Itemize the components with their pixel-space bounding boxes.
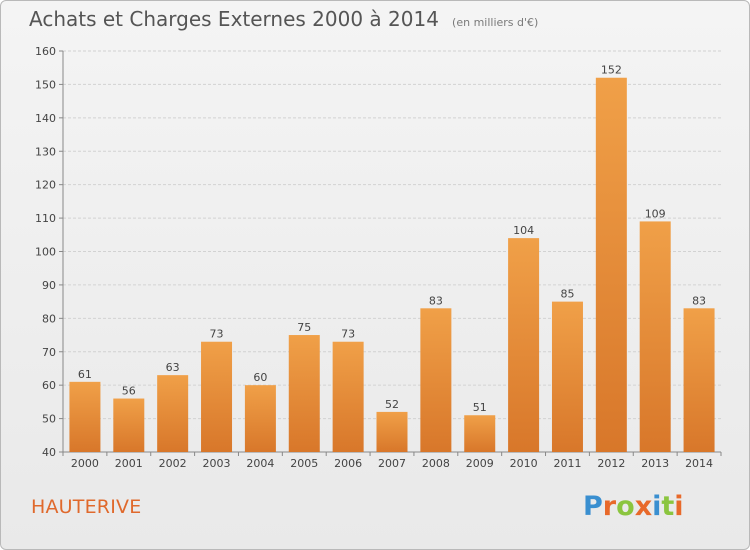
y-tick-label-150: 150 bbox=[35, 78, 56, 91]
x-tick-label-2002: 2002 bbox=[159, 457, 187, 470]
bar-2003 bbox=[201, 341, 233, 452]
data-label-2012: 152 bbox=[601, 64, 622, 77]
x-tick-label-2001: 2001 bbox=[115, 457, 143, 470]
logo-letter: P bbox=[583, 491, 603, 522]
x-tick-label-2009: 2009 bbox=[466, 457, 494, 470]
bar-2002 bbox=[157, 375, 189, 452]
x-tick-label-2006: 2006 bbox=[334, 457, 362, 470]
x-tick-label-2004: 2004 bbox=[246, 457, 274, 470]
y-tick-label-50: 50 bbox=[42, 413, 56, 426]
y-tick-label-90: 90 bbox=[42, 279, 56, 292]
y-tick-label-60: 60 bbox=[42, 379, 56, 392]
data-label-2005: 75 bbox=[297, 321, 311, 334]
x-tick-label-2014: 2014 bbox=[685, 457, 713, 470]
y-tick-label-140: 140 bbox=[35, 112, 56, 125]
x-tick-label-2012: 2012 bbox=[597, 457, 625, 470]
bar-chart: 40 50 60 70 80 90 100 110 120 130 140 150 160 2000 200… bbox=[35, 45, 722, 470]
y-tick-label-40: 40 bbox=[42, 446, 56, 459]
x-tick-label-2003: 2003 bbox=[203, 457, 231, 470]
data-label-2014: 83 bbox=[692, 294, 706, 307]
data-labels: 61 56 63 73 60 75 73 52 83 51 104 85 152 109 83 bbox=[78, 64, 706, 415]
logo-letter: o bbox=[616, 491, 635, 522]
x-tick-label-2011: 2011 bbox=[553, 457, 581, 470]
logo-letter: i bbox=[652, 491, 662, 522]
commune-name: HAUTERIVE bbox=[31, 496, 142, 518]
bar-2011 bbox=[551, 301, 583, 452]
bar-2000 bbox=[69, 381, 101, 452]
data-label-2011: 85 bbox=[560, 288, 574, 301]
x-tick-label-2008: 2008 bbox=[422, 457, 450, 470]
proxiti-logo[interactable]: Proxiti bbox=[583, 491, 684, 522]
data-label-2003: 73 bbox=[210, 328, 224, 341]
bar-2013 bbox=[639, 221, 671, 452]
y-tick-label-80: 80 bbox=[42, 312, 56, 325]
data-label-2010: 104 bbox=[513, 224, 534, 237]
y-tick-label-120: 120 bbox=[35, 179, 56, 192]
data-label-2007: 52 bbox=[385, 398, 399, 411]
data-label-2009: 51 bbox=[473, 401, 487, 414]
data-label-2008: 83 bbox=[429, 294, 443, 307]
chart-header: Achats et Charges Externes 2000 à 2014 (… bbox=[29, 7, 538, 31]
bar-2007 bbox=[376, 411, 408, 452]
logo-letter: t bbox=[661, 491, 675, 522]
chart-subtitle: (en milliers d'€) bbox=[452, 16, 539, 29]
logo-letter: r bbox=[602, 491, 617, 522]
data-label-2013: 109 bbox=[645, 207, 666, 220]
y-tick-label-70: 70 bbox=[42, 346, 56, 359]
data-label-2006: 73 bbox=[341, 328, 355, 341]
bar-2012 bbox=[595, 77, 627, 452]
data-label-2001: 56 bbox=[122, 385, 136, 398]
x-tick-label-2005: 2005 bbox=[290, 457, 318, 470]
y-tick-label-130: 130 bbox=[35, 145, 56, 158]
y-tick-label-110: 110 bbox=[35, 212, 56, 225]
bar-2005 bbox=[288, 335, 320, 452]
data-label-2000: 61 bbox=[78, 368, 92, 381]
logo-letter: x bbox=[634, 491, 653, 522]
bar-2009 bbox=[464, 415, 496, 452]
x-tick-label-2013: 2013 bbox=[641, 457, 669, 470]
bar-2001 bbox=[113, 398, 145, 452]
logo-letter: i bbox=[674, 491, 684, 522]
y-tick-label-160: 160 bbox=[35, 45, 56, 58]
data-label-2004: 60 bbox=[253, 371, 267, 384]
bar-2008 bbox=[420, 308, 452, 452]
x-tick-label-2000: 2000 bbox=[71, 457, 99, 470]
data-label-2002: 63 bbox=[166, 361, 180, 374]
y-tick-label-100: 100 bbox=[35, 246, 56, 259]
bar-2014 bbox=[683, 308, 715, 452]
bar-2004 bbox=[244, 385, 276, 452]
x-tick-label-2010: 2010 bbox=[510, 457, 538, 470]
bar-2010 bbox=[508, 238, 540, 452]
x-tick-label-2007: 2007 bbox=[378, 457, 406, 470]
bars bbox=[69, 77, 715, 452]
chart-title: Achats et Charges Externes 2000 à 2014 bbox=[29, 7, 439, 31]
bar-2006 bbox=[332, 341, 364, 452]
